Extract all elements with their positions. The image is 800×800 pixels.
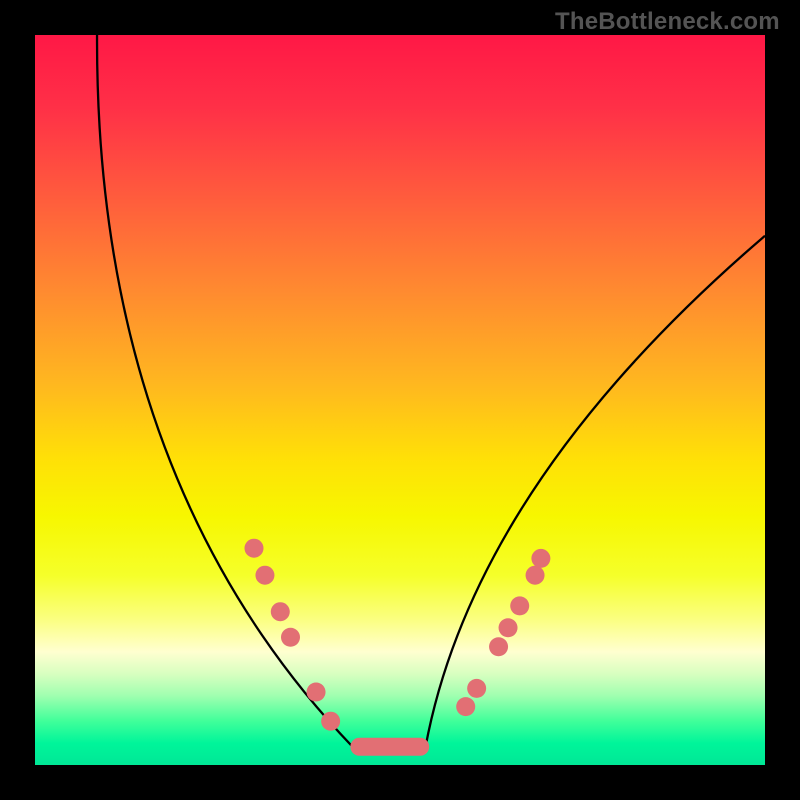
curve-marker bbox=[456, 697, 475, 716]
curve-flat-marker bbox=[350, 738, 429, 756]
curve-marker bbox=[531, 549, 550, 568]
curve-marker bbox=[321, 712, 340, 731]
curve-marker bbox=[489, 637, 508, 656]
curve-marker bbox=[526, 566, 545, 585]
frame-bottom bbox=[0, 765, 800, 800]
curve-marker bbox=[510, 596, 529, 615]
frame-left bbox=[0, 35, 35, 765]
curve-marker bbox=[467, 679, 486, 698]
curve-marker bbox=[499, 618, 518, 637]
frame-right bbox=[765, 35, 800, 765]
watermark-text: TheBottleneck.com bbox=[555, 8, 780, 36]
curve-marker bbox=[245, 539, 264, 558]
curve-marker bbox=[271, 602, 290, 621]
curve-marker bbox=[307, 683, 326, 702]
curve-marker bbox=[255, 566, 274, 585]
curve-marker bbox=[281, 628, 300, 647]
bottleneck-chart bbox=[0, 0, 800, 800]
plot-background bbox=[35, 35, 765, 765]
